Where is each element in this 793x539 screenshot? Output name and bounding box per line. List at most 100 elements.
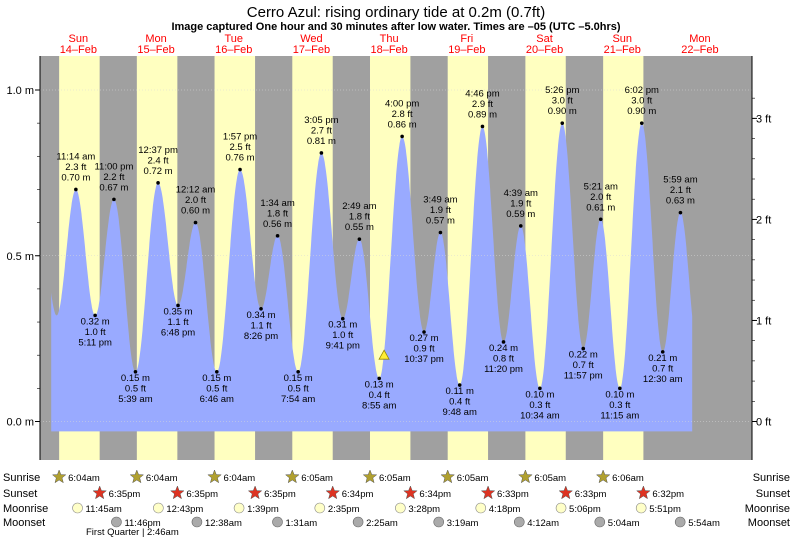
tide-label-text: 0.3 ft [609, 400, 630, 411]
moonset-time: 5:04am [608, 518, 640, 529]
high-tide-point [74, 187, 78, 192]
moonrise-time: 2:35pm [328, 504, 360, 515]
tide-label-text: 6:46 am [200, 394, 234, 405]
high-tide-point [480, 124, 485, 129]
sunset-time: 6:35pm [264, 489, 296, 500]
tide-label-high: 11:14 am2.3 ft0.70 m [56, 151, 95, 192]
tide-label-text: 5:26 pm [545, 85, 579, 96]
sunrise-time: 6:05am [379, 473, 411, 484]
sunset-time: 6:32pm [652, 489, 684, 500]
low-tide-point [259, 306, 263, 311]
tide-label-text: 0.56 m [263, 219, 292, 230]
chart-subtitle: Image captured One hour and 30 minutes a… [171, 21, 620, 33]
moonrise-time: 5:51pm [649, 504, 681, 515]
sunset-icon [480, 485, 496, 500]
tide-label-low: 0.13 m0.4 ft8:55 am [362, 376, 396, 411]
tide-label-text: 11:00 pm [94, 161, 133, 172]
tide-label-text: 2.5 ft [229, 142, 250, 153]
sunrise-icon [595, 469, 611, 484]
moon-phase: First Quarter | 2:46am [86, 527, 179, 538]
sunset-icon [636, 485, 651, 500]
tide-label-text: 1.0 ft [332, 330, 353, 341]
low-tide-point [660, 350, 665, 354]
almanac-row-label-left: Moonrise [3, 503, 48, 515]
tide-label-text: 2.0 ft [185, 195, 206, 206]
tide-label-text: 1.0 ft [85, 327, 106, 338]
sunset-time: 6:34pm [342, 489, 374, 500]
high-tide-point [438, 230, 443, 235]
moonrise-time: 12:43pm [166, 504, 203, 515]
moonrise-icon [555, 502, 567, 514]
tide-label-high: 6:02 pm3.0 ft0.90 m [625, 85, 659, 125]
sunrise-time: 6:05am [301, 473, 333, 484]
tide-label-text: 2.4 ft [148, 155, 169, 166]
tide-label-text: 0.57 m [426, 216, 455, 227]
tide-label-text: 0.7 ft [652, 363, 673, 374]
low-tide-point [93, 313, 97, 318]
tide-label-text: 0.31 m [328, 320, 357, 331]
low-tide-point [538, 386, 542, 391]
sunset-icon [558, 485, 574, 500]
high-tide-point [319, 151, 324, 155]
sunset-icon [403, 485, 418, 500]
sunrise-icon [362, 469, 378, 484]
sunset-time: 6:33pm [575, 489, 607, 500]
tide-label-text: 0.5 ft [206, 383, 227, 394]
tide-label-text: 11:14 am [56, 151, 95, 162]
tide-label-text: 0.35 m [164, 306, 193, 317]
tide-label-text: 0.5 ft [288, 383, 309, 394]
tide-label-low: 0.34 m1.1 ft8:26 pm [244, 306, 278, 342]
high-tide-point [275, 234, 280, 238]
tide-label-text: 0.61 m [586, 202, 615, 213]
tide-label-text: 0.63 m [666, 196, 695, 207]
tide-label-text: 5:11 pm [78, 337, 112, 348]
high-tide-point [518, 224, 523, 228]
sunrise-icon [284, 469, 300, 484]
moonset-time: 5:54am [688, 518, 720, 529]
moonset-icon [594, 516, 606, 528]
low-tide-point [340, 316, 345, 321]
moonrise-time: 1:39pm [247, 504, 279, 515]
almanac-row-label-right: Sunrise [753, 472, 790, 484]
chart-title: Cerro Azul: rising ordinary tide at 0.2m… [247, 4, 545, 21]
tide-label-text: 1.1 ft [250, 320, 271, 331]
tide-label-high: 5:21 am2.0 ft0.61 m [584, 181, 618, 222]
moonrise-icon [72, 502, 83, 514]
day-date: 18–Feb [370, 44, 407, 56]
tide-label-high: 11:00 pm2.2 ft0.67 m [94, 161, 133, 202]
tide-label-text: 0.90 m [627, 106, 656, 117]
day-date: 20–Feb [526, 44, 563, 56]
y-tick-label-m: 0.5 m [6, 251, 34, 263]
y-tick-label-ft: 0 ft [756, 417, 771, 429]
tide-label-text: 0.8 ft [493, 353, 514, 364]
tide-label-text: 0.15 m [202, 373, 231, 384]
high-tide-point [560, 121, 565, 125]
tide-label-text: 0.10 m [605, 389, 634, 400]
tide-label-text: 0.27 m [410, 333, 439, 344]
tide-label-text: 5:59 am [663, 175, 697, 186]
y-tick-label-ft: 2 ft [756, 214, 771, 226]
low-tide-point [215, 369, 219, 374]
sunset-time: 6:33pm [497, 489, 529, 500]
tide-label-text: 8:55 am [362, 400, 396, 411]
moonset-time: 11:46pm [124, 518, 160, 529]
day-date: 16–Feb [215, 44, 252, 56]
high-tide-point [400, 134, 404, 139]
high-tide-point [156, 181, 160, 185]
tide-label-text: 12:12 am [176, 185, 216, 196]
tide-label-low: 0.15 m0.5 ft7:54 am [281, 369, 315, 405]
tide-label-text: 0.76 m [226, 153, 255, 164]
tide-label-text: 9:48 am [443, 407, 477, 418]
tide-label-text: 2.0 ft [590, 192, 611, 203]
low-tide-point [618, 386, 622, 391]
moonrise-time: 5:06pm [569, 504, 601, 515]
tide-label-text: 4:39 am [504, 188, 538, 199]
tide-label-text: 0.59 m [506, 209, 535, 220]
sunrise-time: 6:04am [68, 473, 100, 484]
moonset-icon [272, 516, 283, 528]
